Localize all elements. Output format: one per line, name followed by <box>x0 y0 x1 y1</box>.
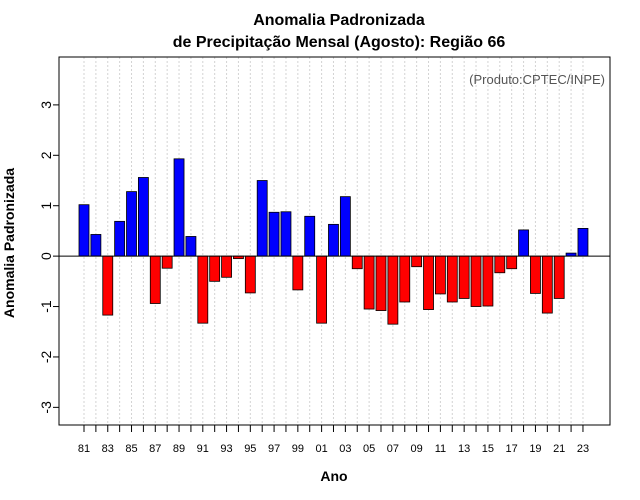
x-tick-label-23: 23 <box>577 443 589 455</box>
bar-09 <box>411 255 423 268</box>
chart-title-line2: de Precipitação Mensal (Agosto): Região … <box>173 34 506 51</box>
bar-86 <box>137 177 149 257</box>
x-tick-label-87: 87 <box>149 443 161 455</box>
bar-07 <box>387 255 399 325</box>
y-tick-label-0: 0 <box>38 252 54 260</box>
bar-87 <box>149 255 161 304</box>
bar-92 <box>209 255 221 282</box>
x-tick-label-13: 13 <box>458 443 470 455</box>
plot-frame <box>58 56 611 426</box>
x-tick-label-11: 11 <box>435 443 446 455</box>
bar-18 <box>518 229 529 257</box>
bar-13 <box>458 255 470 299</box>
bar-05 <box>363 255 375 310</box>
bar-88 <box>161 255 173 269</box>
bar-01 <box>316 255 328 324</box>
x-axis: 81 83 85 87 89 91 93 95 97 99 01 03 05 07 09 11 13 15 17 19… <box>78 425 589 455</box>
bar-16 <box>494 255 506 274</box>
x-tick-label-03: 03 <box>339 443 351 455</box>
x-tick-label-91: 91 <box>197 443 209 455</box>
source-label: (Produto:CPTEC/INPE) <box>469 72 605 87</box>
y-tick-label--2: -2 <box>38 351 54 364</box>
x-tick-label-97: 97 <box>268 443 280 455</box>
bar-95 <box>244 255 256 294</box>
bar-99 <box>292 255 304 291</box>
x-tick-label-95: 95 <box>244 443 256 455</box>
x-tick-label-99: 99 <box>292 443 304 455</box>
bar-02 <box>328 223 339 257</box>
bar-23 <box>577 227 589 257</box>
bar-14 <box>470 255 482 307</box>
y-tick-label-1: 1 <box>38 202 54 210</box>
x-tick-label-17: 17 <box>506 443 518 455</box>
bar-93 <box>221 255 232 278</box>
bar-15 <box>482 255 494 307</box>
bar-81 <box>78 204 90 257</box>
bar-11 <box>434 255 446 295</box>
bar-17 <box>506 255 518 270</box>
bar-90 <box>185 236 197 257</box>
x-tick-label-09: 09 <box>411 443 423 455</box>
x-tick-label-85: 85 <box>125 443 137 455</box>
x-tick-label-01: 01 <box>315 443 327 455</box>
bar-08 <box>399 255 411 303</box>
bar-98 <box>280 211 292 257</box>
x-tick-label-93: 93 <box>220 443 232 455</box>
x-axis-label: Ano <box>320 468 347 484</box>
bar-12 <box>446 255 458 303</box>
bar-96 <box>256 180 268 257</box>
y-axis-label: Anomalia Padronizada <box>1 168 17 318</box>
x-tick-label-81: 81 <box>78 443 90 455</box>
y-axis: -3 -2 -1 0 1 2 3 <box>38 101 59 414</box>
bar-21 <box>553 255 565 299</box>
bar-84 <box>114 220 126 257</box>
x-tick-label-05: 05 <box>363 443 375 455</box>
bar-85 <box>126 191 137 257</box>
bar-91 <box>197 255 209 324</box>
chart-title-line1: Anomalia Padronizada <box>253 12 425 29</box>
bar-04 <box>351 255 363 270</box>
bars <box>78 158 589 325</box>
x-tick-label-83: 83 <box>102 443 114 455</box>
x-tick-label-07: 07 <box>387 443 399 455</box>
bar-00 <box>304 215 316 257</box>
y-tick-label--1: -1 <box>38 300 54 313</box>
y-tick-label--3: -3 <box>38 401 54 414</box>
x-tick-label-21: 21 <box>553 443 565 455</box>
y-tick-label-2: 2 <box>38 151 54 159</box>
bar-03 <box>339 196 351 257</box>
bar-19 <box>530 255 541 294</box>
bar-10 <box>423 255 434 310</box>
x-tick-label-19: 19 <box>529 443 541 455</box>
bar-83 <box>102 255 114 316</box>
bar-89 <box>173 158 185 257</box>
bar-97 <box>268 211 280 257</box>
x-tick-label-15: 15 <box>482 443 494 455</box>
bar-20 <box>541 255 553 314</box>
bar-06 <box>375 255 387 311</box>
x-tick-label-89: 89 <box>173 443 185 455</box>
y-tick-label-3: 3 <box>38 101 54 109</box>
bar-82 <box>90 234 102 257</box>
